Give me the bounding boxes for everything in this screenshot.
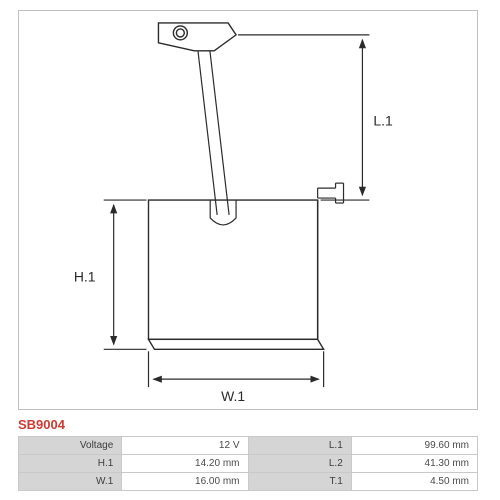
table-value: 99.60 mm — [352, 437, 478, 455]
terminal-lug — [158, 23, 236, 51]
table-label: T.1 — [249, 473, 352, 491]
table-col-right-values: 99.60 mm 41.30 mm 4.50 mm — [352, 437, 478, 491]
spec-table: Voltage H.1 W.1 12 V 14.20 mm 16.00 mm L… — [18, 436, 478, 491]
diagram-frame: H.1 W.1 L.1 — [18, 10, 478, 410]
table-label: L.1 — [249, 437, 352, 455]
table-value: 12 V — [122, 437, 248, 455]
table-col-left-values: 12 V 14.20 mm 16.00 mm — [122, 437, 248, 491]
dim-width-label: W.1 — [221, 388, 245, 404]
technical-drawing: H.1 W.1 L.1 — [19, 11, 477, 409]
table-value: 14.20 mm — [122, 455, 248, 473]
table-value: 4.50 mm — [352, 473, 478, 491]
brush-body — [149, 183, 344, 349]
table-label: H.1 — [19, 455, 122, 473]
table-label: L.2 — [249, 455, 352, 473]
dim-length-label: L.1 — [373, 112, 393, 128]
dim-height-label: H.1 — [74, 269, 96, 285]
table-value: 16.00 mm — [122, 473, 248, 491]
table-value: 41.30 mm — [352, 455, 478, 473]
dim-length — [238, 35, 369, 200]
table-col-left-labels: Voltage H.1 W.1 — [19, 437, 122, 491]
dim-width — [149, 351, 324, 387]
dim-height — [104, 200, 147, 349]
table-col-right-labels: L.1 L.2 T.1 — [249, 437, 352, 491]
part-number: SB9004 — [18, 417, 65, 432]
table-label: W.1 — [19, 473, 122, 491]
table-label: Voltage — [19, 437, 122, 455]
lead-wire — [197, 45, 229, 215]
